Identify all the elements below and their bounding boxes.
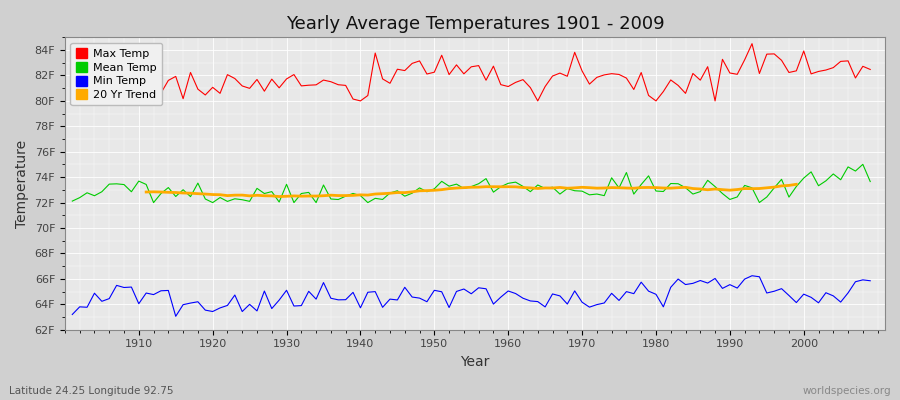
X-axis label: Year: Year	[460, 355, 490, 369]
Text: worldspecies.org: worldspecies.org	[803, 386, 891, 396]
Legend: Max Temp, Mean Temp, Min Temp, 20 Yr Trend: Max Temp, Mean Temp, Min Temp, 20 Yr Tre…	[70, 43, 162, 106]
Title: Yearly Average Temperatures 1901 - 2009: Yearly Average Temperatures 1901 - 2009	[285, 15, 664, 33]
Y-axis label: Temperature: Temperature	[15, 140, 29, 228]
Text: Latitude 24.25 Longitude 92.75: Latitude 24.25 Longitude 92.75	[9, 386, 174, 396]
